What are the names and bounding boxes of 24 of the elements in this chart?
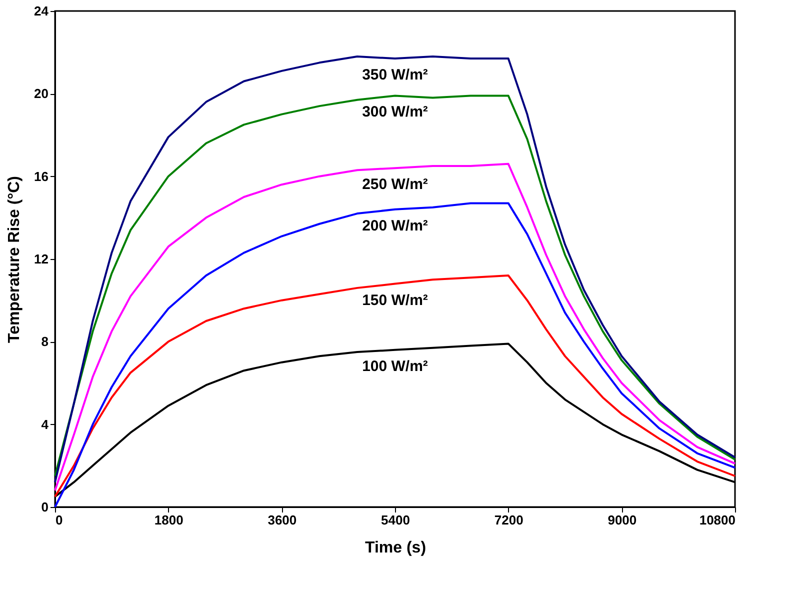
x-tick-label: 7200	[494, 512, 524, 528]
x-tick-label: 1800	[154, 512, 184, 528]
y-tick-label: 20	[34, 86, 48, 102]
x-tick-label: 10800	[699, 512, 736, 528]
y-tick-label: 24	[34, 4, 50, 18]
y-tick-label: 0	[41, 500, 48, 514]
x-tick-label: 0	[56, 512, 63, 528]
line-series	[54, 162, 736, 492]
x-axis-title: Time (s)	[364, 540, 426, 556]
x-tick-label: 9000	[608, 512, 637, 528]
y-axis-title: Temperature Rise (°C)	[6, 176, 24, 344]
series-label: 300 W/m²	[362, 104, 428, 121]
x-tick-label: 5400	[381, 512, 410, 528]
series-label: 250 W/m²	[362, 176, 428, 194]
series-label: 350 W/m²	[362, 66, 428, 84]
series-label: 100 W/m²	[362, 358, 428, 375]
y-tick-label: 12	[34, 252, 48, 266]
line-series	[54, 274, 736, 498]
series-label: 150 W/m²	[362, 292, 428, 309]
y-tick-label: 16	[34, 168, 48, 184]
series-label: 200 W/m²	[362, 217, 428, 234]
x-tick-label: 3600	[268, 512, 297, 528]
y-tick-label: 4	[41, 416, 50, 432]
y-tick-label: 8	[41, 334, 48, 350]
